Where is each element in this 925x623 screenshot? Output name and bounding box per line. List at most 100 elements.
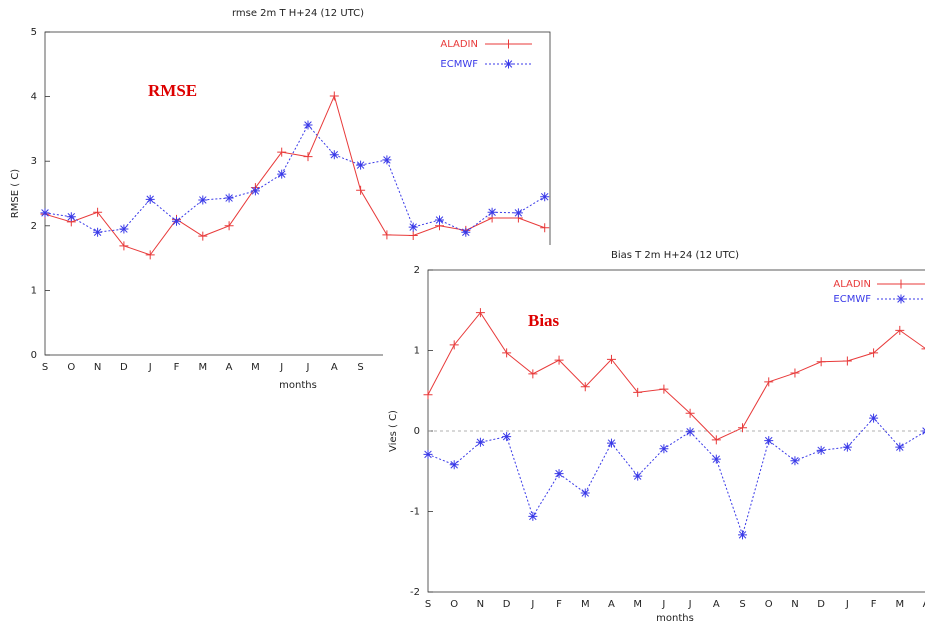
y-tick-label: 1: [414, 346, 420, 357]
y-axis-label: Vies ( C): [388, 410, 399, 452]
chart-background: [383, 245, 925, 623]
x-tick-label: J: [661, 599, 665, 610]
data-point: [250, 186, 260, 196]
x-tick-label: A: [923, 599, 925, 610]
data-point: [66, 212, 76, 222]
data-point: [435, 215, 444, 225]
data-point: [93, 207, 103, 217]
x-tick-label: O: [67, 362, 75, 373]
x-tick-label: N: [94, 362, 101, 373]
legend-marker: [504, 39, 513, 49]
x-tick-label: S: [357, 362, 363, 373]
data-point: [277, 147, 287, 157]
x-tick-label: D: [817, 599, 825, 610]
x-tick-label: A: [713, 599, 720, 610]
x-tick-label: S: [42, 362, 48, 373]
data-point: [606, 354, 616, 364]
series-line: [44, 124, 545, 233]
x-tick-label: D: [120, 362, 128, 373]
x-tick-label: A: [608, 599, 615, 610]
data-point: [580, 382, 590, 392]
y-tick-label: -1: [410, 507, 420, 518]
y-tick-label: 0: [31, 350, 37, 361]
data-point: [685, 408, 695, 418]
data-point: [764, 377, 774, 387]
chart: Bias T 2m H+24 (12 UTC) Vies ( C) months -2…: [383, 245, 925, 623]
x-axis-label: months: [656, 613, 694, 623]
data-point: [224, 221, 234, 231]
x-tick-label: J: [530, 599, 534, 610]
chart-title: rmse 2m T H+24 (12 UTC): [232, 8, 364, 19]
series-line: [44, 94, 545, 256]
data-point: [277, 169, 287, 179]
x-tick-label: O: [765, 599, 773, 610]
x-tick-label: O: [450, 599, 458, 610]
data-point: [895, 325, 905, 335]
data-point: [356, 160, 366, 170]
data-point: [513, 208, 523, 218]
data-point: [198, 231, 208, 241]
data-point: [382, 155, 392, 165]
data-point: [119, 241, 129, 251]
data-point: [895, 442, 905, 452]
plot-frame: [44, 31, 551, 356]
data-point: [711, 454, 721, 464]
data-point: [408, 230, 418, 240]
y-tick-label: 1: [31, 285, 37, 296]
data-point: [606, 438, 616, 448]
x-tick-label: J: [306, 362, 310, 373]
data-point: [738, 530, 748, 540]
x-tick-label: M: [198, 362, 207, 373]
data-point: [711, 435, 721, 445]
annotation: RMSE: [148, 81, 197, 100]
data-point: [423, 449, 433, 459]
data-point: [869, 413, 879, 423]
data-point: [408, 222, 418, 232]
x-tick-label: M: [895, 599, 904, 610]
data-point: [145, 194, 155, 204]
data-point: [475, 437, 485, 447]
data-point: [423, 390, 433, 400]
data-point: [461, 227, 471, 237]
data-point: [659, 384, 669, 394]
x-tick-label: F: [871, 599, 877, 610]
x-tick-label: J: [148, 362, 152, 373]
data-point: [738, 423, 748, 433]
data-point: [685, 427, 695, 437]
y-tick-label: 0: [414, 426, 420, 437]
annotation: Bias: [528, 311, 560, 330]
x-tick-label: F: [174, 362, 180, 373]
y-tick-label: 2: [31, 221, 37, 232]
y-tick-label: 4: [31, 92, 37, 103]
data-point: [528, 511, 538, 521]
x-tick-label: N: [477, 599, 484, 610]
x-tick-label: J: [279, 362, 283, 373]
legend-marker: [896, 294, 906, 304]
x-tick-label: F: [556, 599, 562, 610]
chart: rmse 2m T H+24 (12 UTC) RMSE ( C) months 0 1…: [10, 8, 551, 391]
data-point: [93, 227, 103, 237]
x-tick-label: A: [226, 362, 233, 373]
data-point: [842, 356, 852, 366]
data-point: [145, 250, 155, 260]
data-point: [303, 120, 313, 130]
data-point: [40, 208, 50, 218]
data-point: [119, 224, 129, 234]
y-tick-label: 3: [31, 156, 37, 167]
data-point: [816, 357, 826, 367]
data-point: [842, 442, 852, 452]
x-tick-label: M: [633, 599, 642, 610]
data-point: [540, 192, 550, 202]
x-tick-label: A: [331, 362, 338, 373]
data-point: [198, 195, 208, 205]
data-point: [554, 469, 564, 479]
data-point: [790, 456, 800, 466]
data-point: [869, 348, 879, 358]
data-point: [224, 193, 234, 203]
data-point: [382, 230, 392, 240]
legend-marker: [896, 279, 906, 289]
data-point: [633, 387, 643, 397]
legend-label: ECMWF: [833, 294, 871, 305]
chart-title: Bias T 2m H+24 (12 UTC): [611, 250, 739, 261]
